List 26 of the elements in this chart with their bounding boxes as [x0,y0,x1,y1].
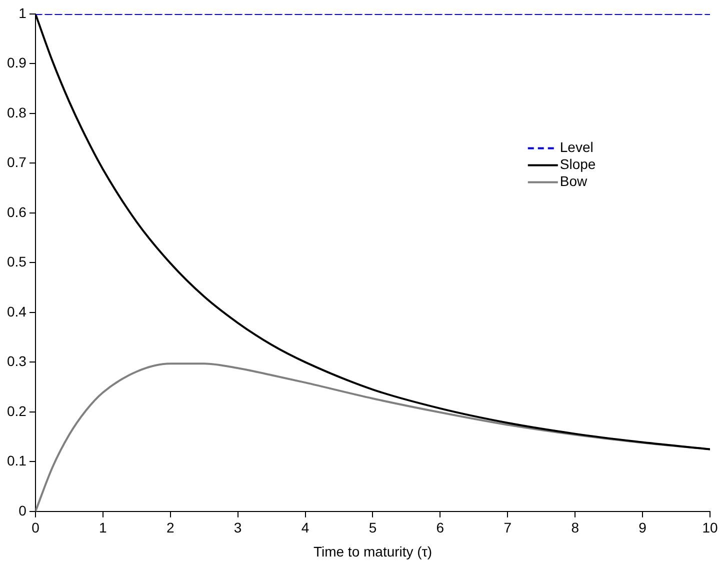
x-tick-label: 8 [571,520,580,536]
x-tick-label: 4 [301,520,310,536]
x-tick-label: 0 [32,520,40,536]
y-tick-label: 0.7 [6,154,27,170]
y-tick-label: 0.3 [6,353,27,370]
y-tick-label: 0.1 [6,452,27,469]
legend-label: Bow [560,173,588,190]
x-tick-label: 1 [99,520,108,536]
x-tick-label: 5 [368,520,377,536]
y-tick-label: 0 [18,502,27,518]
y-tick-label: 1 [18,4,27,21]
x-tick-label: 2 [166,520,174,536]
x-tick-label: 3 [234,520,242,536]
y-tick-label: 0.2 [6,402,27,419]
y-tick-label: 0.6 [6,204,27,220]
legend-label: Slope [560,156,596,172]
x-tick-label: 9 [638,520,647,536]
y-tick-label: 0.5 [6,254,27,270]
y-tick-label: 0.4 [6,303,27,320]
x-axis-title: Time to maturity (τ) [313,543,432,560]
x-tick-label: 7 [504,520,512,536]
y-tick-label: 0.8 [6,104,27,120]
y-tick-label: 0.9 [6,54,27,71]
legend-label: Level [560,139,594,156]
x-tick-label: 10 [702,520,718,536]
x-tick-label: 6 [436,520,444,536]
